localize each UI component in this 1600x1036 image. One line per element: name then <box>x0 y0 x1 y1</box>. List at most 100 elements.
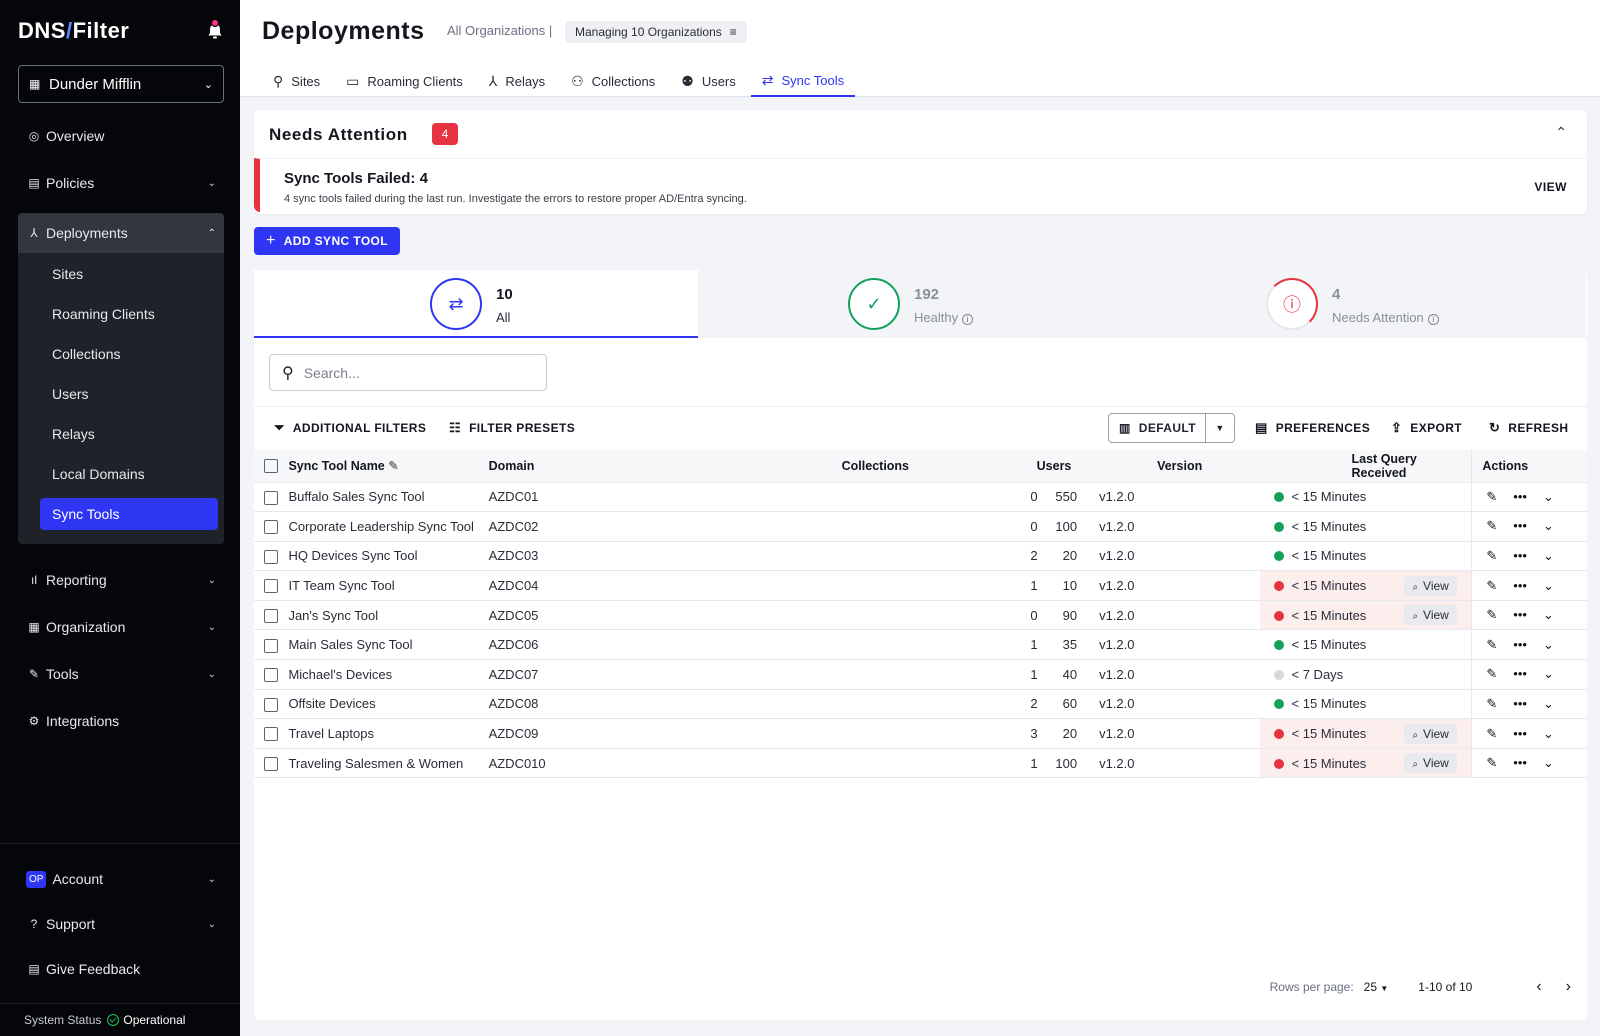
row-checkbox[interactable] <box>264 520 279 535</box>
more-horizontal-icon[interactable]: ••• <box>1513 488 1527 504</box>
rows-per-page-select[interactable]: 25 ▼ <box>1364 980 1389 994</box>
row-checkbox[interactable] <box>264 490 279 505</box>
sync-tool-name[interactable]: Main Sales Sync Tool <box>288 629 489 661</box>
pencil-icon[interactable]: ✎ <box>1486 725 1498 741</box>
more-horizontal-icon[interactable]: ••• <box>1513 636 1527 652</box>
sidebar-subitem-sync-tools[interactable]: Sync Tools <box>40 498 218 530</box>
more-horizontal-icon[interactable]: ••• <box>1513 577 1527 593</box>
sidebar-item-feedback[interactable]: ▤ Give Feedback <box>18 950 224 988</box>
sidebar-subitem-relays[interactable]: Relays <box>52 426 95 442</box>
row-checkbox[interactable] <box>264 697 279 712</box>
chevron-down-icon[interactable]: ⌄ <box>1542 577 1554 593</box>
chevron-down-icon[interactable]: ⌄ <box>1542 636 1554 652</box>
sidebar-item-account[interactable]: OP Account ⌄ <box>18 860 224 898</box>
chevron-down-icon[interactable]: ⌄ <box>1542 725 1554 741</box>
view-error-button[interactable]: ⌕ View <box>1404 723 1457 744</box>
sidebar-subitem-collections[interactable]: Collections <box>52 346 121 362</box>
tab-users[interactable]: ⚉ Users <box>670 66 747 97</box>
stat-healthy[interactable]: ✓ 192 Healthy i <box>698 270 1142 338</box>
more-horizontal-icon[interactable]: ••• <box>1513 518 1527 534</box>
sidebar-item-tools[interactable]: ✎ Tools ⌄ <box>18 655 224 693</box>
pencil-icon[interactable]: ✎ <box>1486 666 1498 682</box>
filter-presets-button[interactable]: ☷ FILTER PRESETS <box>449 420 575 436</box>
sidebar-subitem-local-domains[interactable]: Local Domains <box>52 466 145 482</box>
more-horizontal-icon[interactable]: ••• <box>1513 666 1527 682</box>
row-checkbox[interactable] <box>264 608 279 623</box>
sidebar-item-deployments[interactable]: ⅄ Deployments ⌃ <box>18 213 224 253</box>
chevron-down-icon[interactable]: ⌄ <box>1542 607 1554 623</box>
table-row[interactable]: Traveling Salesmen & Women AZDC010 1 100 v1.… <box>254 748 1587 779</box>
dnsfilter-logo[interactable]: DNS/Filter <box>18 18 129 44</box>
select-all-checkbox[interactable] <box>264 459 279 474</box>
row-checkbox[interactable] <box>264 727 279 742</box>
sidebar-subitem-users[interactable]: Users <box>52 386 89 402</box>
table-row[interactable]: Michael's Devices AZDC07 1 40 v1.2.0 < 7 Days… <box>254 659 1587 690</box>
sidebar-subitem-sites[interactable]: Sites <box>52 266 84 282</box>
column-header-version[interactable]: Version <box>1077 450 1260 483</box>
view-error-button[interactable]: ⌕ View <box>1404 575 1457 596</box>
sync-tool-name[interactable]: Corporate Leadership Sync Tool <box>288 511 489 542</box>
row-checkbox[interactable] <box>264 579 279 594</box>
tab-sync-tools[interactable]: ⇄ Sync Tools <box>750 66 856 97</box>
tab-relays[interactable]: ⅄ Relays <box>478 66 556 97</box>
more-horizontal-icon[interactable]: ••• <box>1513 607 1527 623</box>
column-header-collections[interactable]: Collections <box>681 450 1037 483</box>
chevron-down-icon[interactable]: ⌄ <box>1542 755 1554 771</box>
sync-tool-name[interactable]: Offsite Devices <box>288 689 489 720</box>
sync-tool-name[interactable]: Travel Laptops <box>288 718 489 749</box>
pencil-icon[interactable]: ✎ <box>1486 755 1498 771</box>
sidebar-item-support[interactable]: ? Support ⌄ <box>18 905 224 943</box>
sync-tool-name[interactable]: IT Team Sync Tool <box>288 570 489 601</box>
table-row[interactable]: Buffalo Sales Sync Tool AZDC01 0 550 v1.2.0 <… <box>254 482 1587 513</box>
info-icon[interactable]: i <box>962 314 974 325</box>
export-button[interactable]: ⇪ EXPORT <box>1391 420 1462 436</box>
sidebar-item-reporting[interactable]: ıl Reporting ⌄ <box>18 561 224 599</box>
all-organizations-link[interactable]: All Organizations | <box>447 23 553 38</box>
sidebar-item-organization[interactable]: ▦ Organization ⌄ <box>18 608 224 646</box>
previous-page-icon[interactable]: ‹ <box>1536 978 1542 995</box>
table-row[interactable]: Travel Laptops AZDC09 3 20 v1.2.0 < 15 Minute… <box>254 718 1587 749</box>
chevron-down-icon[interactable]: ⌄ <box>1542 547 1554 563</box>
column-header-domain[interactable]: Domain <box>488 450 682 483</box>
pencil-icon[interactable]: ✎ <box>1486 518 1498 534</box>
preferences-button[interactable]: ▤ PREFERENCES <box>1255 420 1370 436</box>
alert-view-button[interactable]: VIEW <box>1534 180 1567 194</box>
chevron-down-icon[interactable]: ⌄ <box>1542 695 1554 711</box>
more-horizontal-icon[interactable]: ••• <box>1513 547 1527 563</box>
tab-sites[interactable]: ⚲ Sites <box>262 66 331 97</box>
additional-filters-button[interactable]: ⏷ ADDITIONAL FILTERS <box>274 420 426 436</box>
more-horizontal-icon[interactable]: ••• <box>1513 755 1527 771</box>
pencil-icon[interactable]: ✎ <box>1486 577 1498 593</box>
sidebar-item-policies[interactable]: ▤ Policies ⌄ <box>18 164 224 202</box>
more-horizontal-icon[interactable]: ••• <box>1513 695 1527 711</box>
chevron-down-icon[interactable]: ⌄ <box>1542 666 1554 682</box>
sidebar-item-overview[interactable]: ◎ Overview <box>18 117 224 155</box>
column-header-users[interactable]: Users <box>1036 450 1078 483</box>
add-sync-tool-button[interactable]: + ADD SYNC TOOL <box>254 227 400 255</box>
column-header-name[interactable]: Sync Tool Name ✎ <box>288 450 489 483</box>
stat-all[interactable]: ⇄ 10 All <box>254 270 698 338</box>
sync-tool-name[interactable]: Buffalo Sales Sync Tool <box>288 482 489 513</box>
managing-organizations-chip[interactable]: Managing 10 Organizations ≡ <box>565 21 747 43</box>
refresh-button[interactable]: ↻ REFRESH <box>1489 420 1568 436</box>
table-row[interactable]: Jan's Sync Tool AZDC05 0 90 v1.2.0 < 15 Minut… <box>254 600 1587 631</box>
sync-tool-name[interactable]: Jan's Sync Tool <box>288 600 489 631</box>
table-row[interactable]: IT Team Sync Tool AZDC04 1 10 v1.2.0 < 15 Min… <box>254 570 1587 601</box>
system-status[interactable]: System Status Operational <box>0 1003 240 1036</box>
sync-tool-name[interactable]: Michael's Devices <box>288 659 489 690</box>
pencil-icon[interactable]: ✎ <box>1486 636 1498 652</box>
sidebar-item-integrations[interactable]: ⚙ Integrations <box>18 702 224 740</box>
sync-tool-name[interactable]: Traveling Salesmen & Women <box>288 748 489 779</box>
chevron-down-icon[interactable]: ⌄ <box>1542 488 1554 504</box>
next-page-icon[interactable]: › <box>1565 978 1571 995</box>
pencil-icon[interactable]: ✎ <box>1486 488 1498 504</box>
organization-select[interactable]: ▦ Dunder Mifflin ⌄ <box>18 65 224 103</box>
bell-icon[interactable] <box>206 19 224 40</box>
search-input[interactable] <box>303 364 524 381</box>
view-error-button[interactable]: ⌕ View <box>1404 753 1457 774</box>
pencil-icon[interactable]: ✎ <box>1486 695 1498 711</box>
pencil-icon[interactable]: ✎ <box>1486 547 1498 563</box>
table-row[interactable]: Offsite Devices AZDC08 2 60 v1.2.0 < 15 Minut… <box>254 689 1587 720</box>
default-view-button[interactable]: ▥ DEFAULT <box>1109 414 1206 442</box>
table-row[interactable]: Corporate Leadership Sync Tool AZDC02 0 100… <box>254 511 1587 542</box>
